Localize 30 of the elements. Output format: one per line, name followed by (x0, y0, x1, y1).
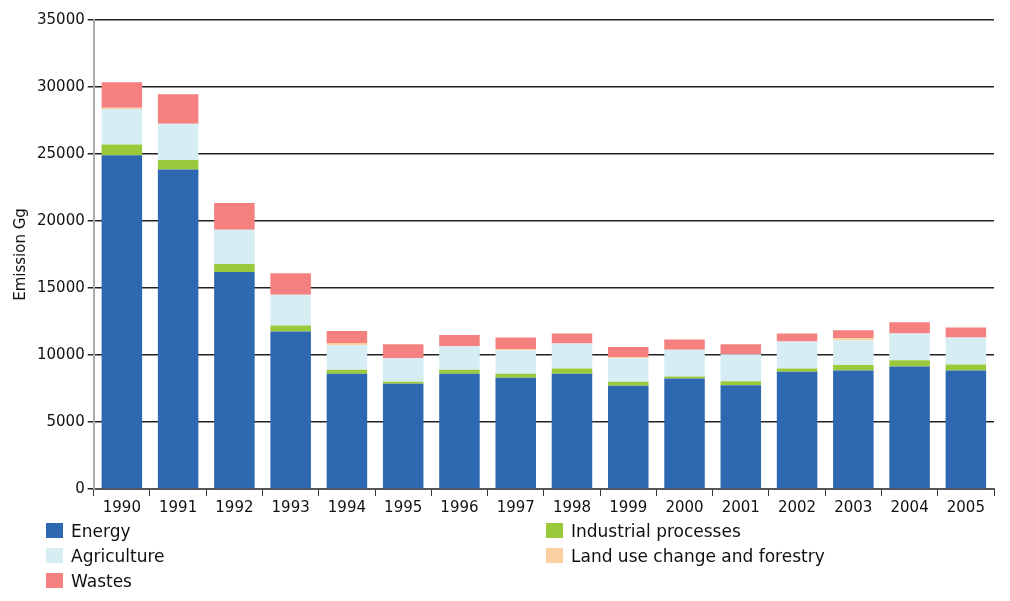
legend-label: Industrial processes (571, 520, 741, 541)
y-tick-label: 25000 (37, 143, 85, 162)
y-axis-title: Emission Gg (10, 208, 29, 301)
x-tick-label: 1990 (102, 497, 141, 516)
x-tick-label: 1996 (440, 497, 479, 516)
x-tick-label: 2005 (946, 497, 985, 516)
y-tick-label: 30000 (37, 76, 85, 95)
y-tick-label: 5000 (46, 411, 85, 430)
x-tick-label: 1993 (271, 497, 310, 516)
x-tick-label: 1997 (496, 497, 535, 516)
x-tick-label: 2003 (834, 497, 873, 516)
x-tick-label: 2001 (721, 497, 760, 516)
x-tick-label: 1992 (215, 497, 254, 516)
y-tick-label: 10000 (37, 344, 85, 363)
y-tick-label: 0 (75, 478, 85, 497)
x-tick-label: 2004 (890, 497, 929, 516)
x-tick-label: 1998 (552, 497, 592, 516)
legend-label: Wastes (71, 570, 132, 591)
legend-label: Agriculture (71, 545, 165, 566)
y-tick-label: 35000 (37, 9, 85, 28)
legend-label: Land use change and forestry (571, 545, 825, 566)
legend-label: Energy (71, 520, 131, 541)
x-tick-label: 1995 (384, 497, 423, 516)
x-tick-label: 2002 (777, 497, 817, 516)
x-tick-label: 1994 (327, 497, 367, 516)
x-tick-label: 1999 (609, 497, 648, 516)
x-tick-label: 1991 (159, 497, 198, 516)
y-tick-label: 15000 (37, 277, 85, 296)
x-tick-label: 2000 (665, 497, 704, 516)
y-tick-label: 20000 (37, 210, 85, 229)
